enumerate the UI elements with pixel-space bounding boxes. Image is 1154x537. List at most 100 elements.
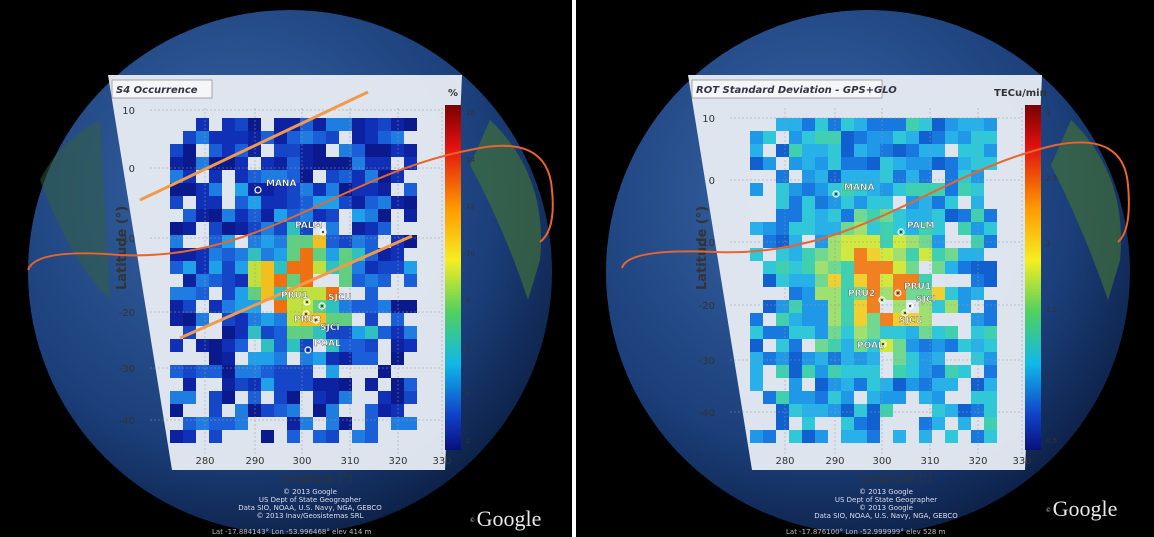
heatmap-cell xyxy=(183,391,196,404)
heatmap-cell xyxy=(274,313,287,326)
heatmap-cell xyxy=(815,430,828,443)
heatmap-cell xyxy=(932,417,945,430)
heatmap-cell xyxy=(919,144,932,157)
lat-tick-label: -40 xyxy=(699,408,715,419)
heatmap-cell xyxy=(841,430,854,443)
heatmap-cell xyxy=(196,157,209,170)
heatmap-cell xyxy=(828,118,841,131)
attribution: © 2013 Google US Dept of State Geographe… xyxy=(238,488,382,520)
station-marker[interactable] xyxy=(906,302,914,310)
heatmap-cell xyxy=(828,170,841,183)
heatmap-cell xyxy=(352,157,365,170)
heatmap-cell xyxy=(222,118,235,131)
station-marker[interactable] xyxy=(879,340,887,348)
heatmap-cell xyxy=(802,300,815,313)
heatmap-cell xyxy=(789,131,802,144)
heatmap-cell xyxy=(906,274,919,287)
heatmap-cell xyxy=(750,430,763,443)
heatmap-cell xyxy=(802,170,815,183)
heatmap-cell xyxy=(815,261,828,274)
heatmap-cell xyxy=(274,222,287,235)
station-marker[interactable] xyxy=(318,302,326,310)
heatmap-cell xyxy=(287,248,300,261)
x-axis-label: Longitude (°) xyxy=(860,472,932,485)
heatmap-cell xyxy=(365,339,378,352)
heatmap-cell xyxy=(222,144,235,157)
heatmap-cell xyxy=(183,287,196,300)
heatmap-cell xyxy=(854,248,867,261)
station-marker[interactable] xyxy=(832,190,840,198)
heatmap-cell xyxy=(984,274,997,287)
google-logo: ©Google xyxy=(1046,496,1118,521)
heatmap-cell xyxy=(404,326,417,339)
station-marker-dot xyxy=(322,231,324,233)
heatmap-cell xyxy=(378,274,391,287)
heatmap-cell xyxy=(906,365,919,378)
heatmap-cell xyxy=(893,261,906,274)
heatmap-cell xyxy=(365,313,378,326)
heatmap-cell xyxy=(841,339,854,352)
lat-tick-label: 0 xyxy=(709,176,715,187)
heatmap-cell xyxy=(404,196,417,209)
heatmap-cell xyxy=(776,300,789,313)
station-marker[interactable] xyxy=(254,186,262,194)
graticule: 10 0 -10 -20 -30 -40 280 290 300 310 320 330 xyxy=(119,106,452,467)
heatmap-cell xyxy=(802,248,815,261)
heatmap-cell xyxy=(971,196,984,209)
heatmap-cell xyxy=(196,417,209,430)
heatmap-cell xyxy=(841,157,854,170)
station-marker[interactable] xyxy=(312,316,320,324)
heatmap-cell xyxy=(300,144,313,157)
heatmap-cell xyxy=(274,339,287,352)
station-marker[interactable] xyxy=(878,296,886,304)
heatmap-cell xyxy=(404,118,417,131)
heatmap-cell xyxy=(326,378,339,391)
colorbar-tick-label: 2 xyxy=(1046,240,1050,248)
map-left-svg[interactable]: 10 0 -10 -20 -30 -40 280 290 300 310 320 330 16 14 12… xyxy=(0,0,572,537)
heatmap-cell xyxy=(841,235,854,248)
heatmap-cell xyxy=(352,209,365,222)
heatmap-cell xyxy=(854,209,867,222)
heatmap-cell xyxy=(222,339,235,352)
colorbar-tick-label: 2 xyxy=(466,437,470,445)
heatmap-cell xyxy=(867,157,880,170)
heatmap-cell xyxy=(222,261,235,274)
heatmap-cell xyxy=(235,131,248,144)
heatmap-cell xyxy=(750,378,763,391)
heatmap-cell xyxy=(209,391,222,404)
map-right-svg[interactable]: 10 0 -10 -20 -30 -40 280 290 300 310 320 330 3 2.5 2 1… xyxy=(576,0,1154,537)
station-marker[interactable] xyxy=(901,309,909,317)
heatmap-cell xyxy=(867,261,880,274)
station-marker[interactable] xyxy=(302,310,310,318)
heatmap-cell xyxy=(339,157,352,170)
heatmap-cell xyxy=(815,391,828,404)
heatmap-cell xyxy=(326,222,339,235)
station-label: MANA xyxy=(266,179,296,189)
heatmap-cell xyxy=(906,378,919,391)
heatmap-cell xyxy=(339,339,352,352)
heatmap-cell xyxy=(183,261,196,274)
heatmap-cell xyxy=(378,131,391,144)
station-marker[interactable] xyxy=(304,346,312,354)
heatmap-cell xyxy=(815,404,828,417)
heatmap-cell xyxy=(248,326,261,339)
station-marker[interactable] xyxy=(897,228,905,236)
station-label: PALM xyxy=(295,221,322,231)
station-marker[interactable] xyxy=(303,298,311,306)
heatmap-cell xyxy=(932,118,945,131)
station-marker[interactable] xyxy=(319,228,327,236)
heatmap-cell xyxy=(932,391,945,404)
station-label: POAL xyxy=(857,341,884,351)
colorbar-tick-label: 12 xyxy=(466,203,475,211)
heatmap-cell xyxy=(365,274,378,287)
heatmap-cell xyxy=(378,248,391,261)
station-marker[interactable] xyxy=(894,289,902,297)
heatmap-cell xyxy=(828,209,841,222)
heatmap-cell xyxy=(391,326,404,339)
heatmap-cell xyxy=(945,118,958,131)
heatmap-cell xyxy=(984,365,997,378)
heatmap-cell xyxy=(828,313,841,326)
heatmap-cell xyxy=(919,196,932,209)
heatmap-cell xyxy=(841,313,854,326)
heatmap-cell xyxy=(828,274,841,287)
